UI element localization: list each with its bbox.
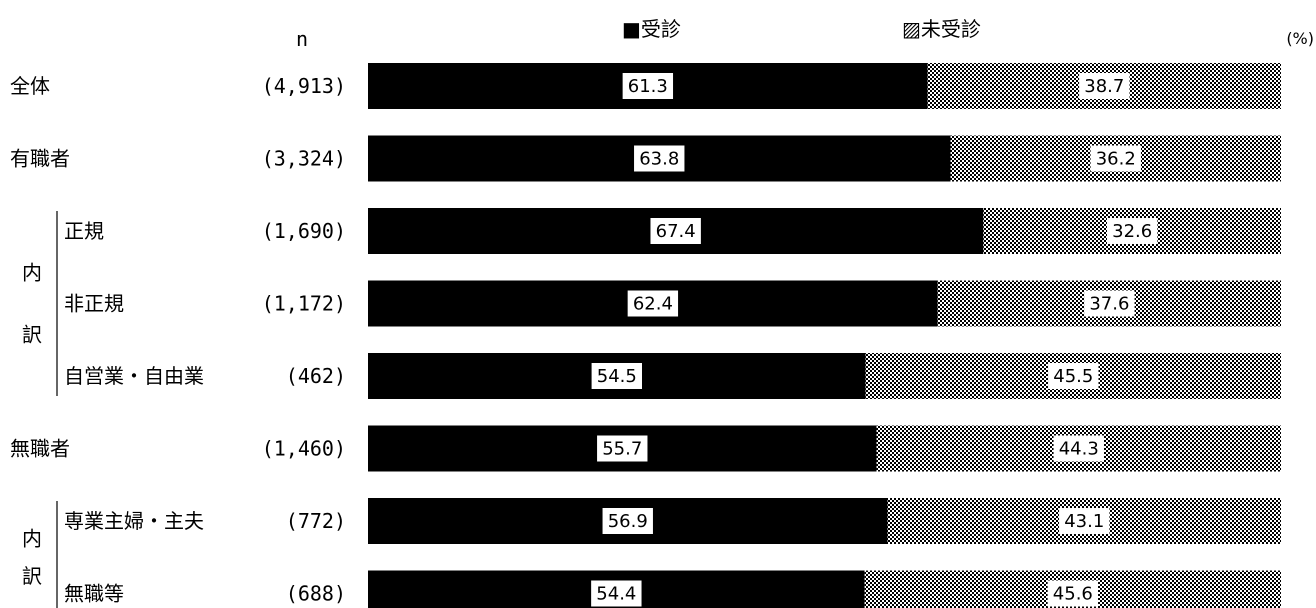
data-label-received: 54.5	[597, 366, 637, 387]
legend-item-not-received: ▨未受診	[902, 17, 981, 41]
chart-row: 自営業・自由業 (462) 54.5 45.5	[64, 353, 1281, 399]
breakdown-label: 内	[22, 527, 42, 551]
chart-row: 無職者 (1,460) 55.7 44.3	[10, 425, 1281, 472]
data-label-not-received: 37.6	[1089, 294, 1129, 315]
breakdown-label: 訳	[22, 322, 42, 346]
row-label: 非正規	[64, 292, 124, 316]
data-label-not-received: 44.3	[1059, 439, 1099, 460]
data-label-bg	[1084, 290, 1135, 317]
n-column-header: n	[296, 27, 308, 51]
data-label-bg	[1053, 435, 1104, 462]
data-label-received: 63.8	[639, 149, 679, 170]
row-label: 無職者	[10, 437, 70, 461]
chart-row: 正規 (1,690) 67.4 32.6	[64, 208, 1281, 254]
row-n-count: (688)	[286, 582, 346, 606]
row-n-count: (1,460)	[262, 437, 346, 461]
row-label: 有職者	[10, 147, 70, 171]
row-label: 専業主婦・主夫	[64, 509, 204, 533]
row-label: 全体	[10, 74, 50, 98]
data-label-bg	[1079, 73, 1130, 99]
unit-label: (%)	[1286, 29, 1314, 48]
data-label-bg	[591, 580, 642, 607]
row-n-count: (1,172)	[262, 292, 346, 316]
data-label-received: 61.3	[628, 76, 668, 97]
data-label-received: 67.4	[656, 221, 696, 242]
data-label-not-received: 43.1	[1064, 511, 1104, 532]
chart-row: 非正規 (1,172) 62.4 37.6	[64, 280, 1281, 327]
chart-rows: 全体 (4,913) 61.3 38.7 有職者 (3,324) 63.8 36.2 正規 (1,…	[10, 63, 1281, 608]
data-label-bg	[1090, 145, 1141, 172]
data-label-received: 62.4	[633, 294, 673, 315]
row-n-count: (462)	[286, 364, 346, 388]
chart-row: 専業主婦・主夫 (772) 56.9 43.1	[64, 498, 1281, 544]
chart-row: 全体 (4,913) 61.3 38.7	[10, 63, 1281, 109]
data-label-not-received: 32.6	[1112, 221, 1152, 242]
data-label-not-received: 36.2	[1096, 149, 1136, 170]
legend-item-received: ■受診	[622, 17, 681, 41]
data-label-received: 55.7	[602, 439, 642, 460]
row-n-count: (1,690)	[262, 219, 346, 243]
data-label-bg	[597, 435, 648, 462]
data-label-not-received: 38.7	[1084, 76, 1124, 97]
row-label: 無職等	[64, 582, 124, 606]
row-n-count: (4,913)	[262, 74, 346, 98]
data-label-bg	[627, 290, 679, 317]
data-label-bg	[622, 73, 674, 99]
row-label: 自営業・自由業	[64, 364, 204, 388]
data-label-not-received: 45.6	[1053, 584, 1093, 605]
breakdown-label: 訳	[22, 564, 42, 588]
data-label-bg	[1048, 363, 1099, 389]
legend: ■受診 ▨未受診	[622, 17, 981, 41]
data-label-bg	[634, 145, 685, 172]
row-n-count: (3,324)	[262, 147, 346, 171]
data-label-bg	[1106, 218, 1158, 244]
breakdown-label: 内	[22, 261, 42, 285]
data-label-bg	[591, 363, 642, 389]
data-label-bg	[1047, 580, 1099, 607]
row-n-count: (772)	[286, 509, 346, 533]
data-label-received: 54.4	[596, 584, 636, 605]
chart-row: 有職者 (3,324) 63.8 36.2	[10, 135, 1281, 182]
data-label-bg	[602, 508, 653, 534]
breakdown-group: 内訳	[22, 501, 58, 608]
chart-row: 無職等 (688) 54.4 45.6	[64, 570, 1281, 608]
data-label-bg	[1059, 508, 1110, 534]
data-label-not-received: 45.5	[1053, 366, 1093, 387]
breakdown-group: 内訳	[22, 211, 58, 396]
data-label-bg	[650, 218, 701, 244]
data-label-received: 56.9	[608, 511, 648, 532]
row-label: 正規	[64, 219, 104, 243]
